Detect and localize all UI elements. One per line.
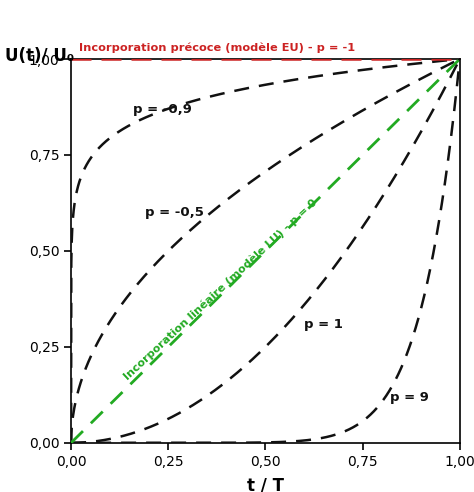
Text: U(t)/ U₀: U(t)/ U₀	[5, 47, 74, 65]
Text: p = -0,5: p = -0,5	[145, 206, 204, 219]
Text: Incorporation précoce (modèle EU) - p = -1: Incorporation précoce (modèle EU) - p = …	[79, 43, 355, 53]
Text: p = -0,9: p = -0,9	[133, 103, 192, 116]
Text: p = 1: p = 1	[304, 318, 343, 331]
Text: Incorporation linéaire (modèle LU) - p = 0: Incorporation linéaire (modèle LU) - p =…	[122, 197, 319, 382]
X-axis label: t / T: t / T	[247, 477, 284, 492]
Text: p = 9: p = 9	[390, 391, 428, 403]
